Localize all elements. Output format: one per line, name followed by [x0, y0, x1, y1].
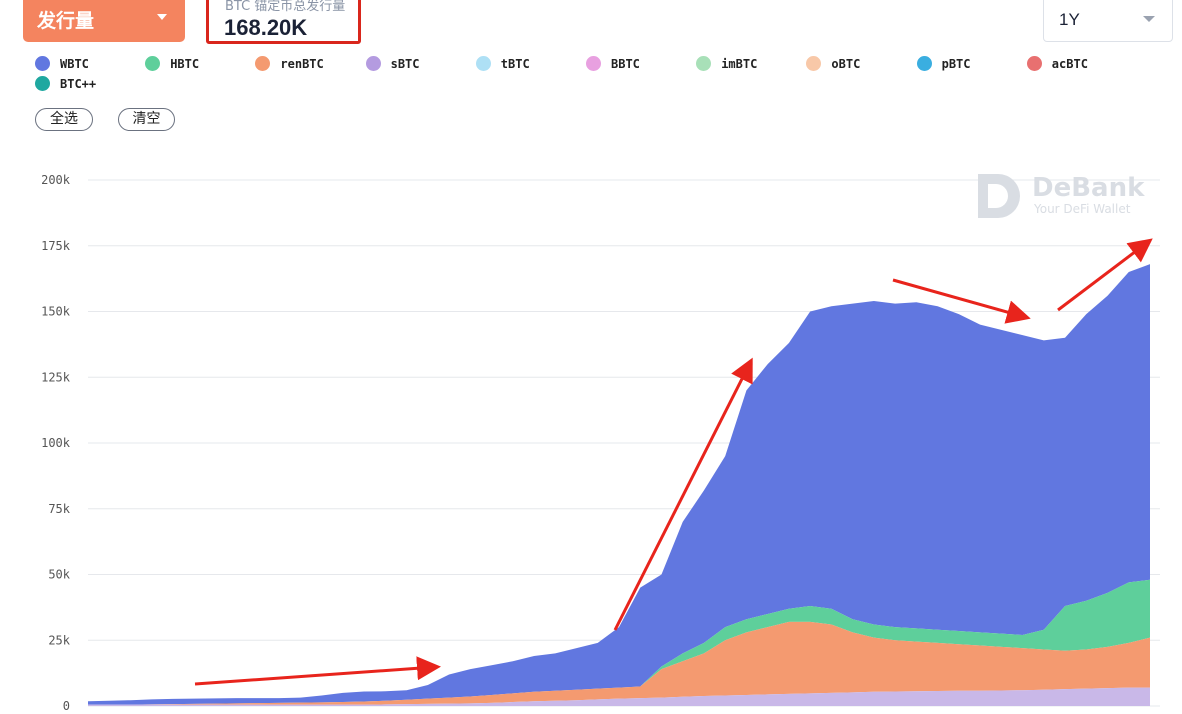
legend-label: HBTC	[170, 56, 200, 71]
legend-label: pBTC	[941, 56, 971, 71]
caret-down-icon	[157, 14, 167, 20]
y-tick-label: 100k	[41, 436, 71, 450]
legend-dot-icon	[475, 56, 491, 71]
y-tick-label: 25k	[48, 633, 70, 647]
annotation-arrow	[892, 278, 1031, 324]
legend-item-sbtc[interactable]: sBTC	[365, 56, 420, 71]
series-area-wbtc	[88, 264, 1150, 705]
legend-label: BTC++	[60, 76, 97, 91]
annotation-arrow	[194, 656, 441, 686]
series-area-hbtc	[88, 579, 1150, 705]
legend-dot-icon	[35, 56, 50, 71]
legend-dot-icon	[806, 56, 822, 71]
legend-dot-icon	[365, 56, 381, 71]
legend-dot-icon	[1026, 56, 1042, 71]
legend-item-hbtc[interactable]: HBTC	[145, 56, 199, 71]
select-all-button[interactable]: 全选	[35, 108, 93, 131]
legend-dot-icon	[586, 56, 601, 71]
metric-select-label: 发行量	[37, 10, 95, 32]
y-tick-label: 0	[63, 699, 70, 710]
stacked-area-chart: 0 25k 50k 75k 100k 125k 150k 175k 200k DeBankYour…	[41, 173, 1160, 713]
legend-item-wbtc[interactable]: WBTC	[35, 56, 89, 71]
annotation-arrow	[1057, 238, 1153, 312]
period-select[interactable]: 1Y	[1043, 0, 1173, 42]
legend-item-acbtc[interactable]: acBTC	[1026, 56, 1088, 71]
legend-item-bbtc[interactable]: BBTC	[586, 56, 640, 71]
period-select-value: 1Y	[1059, 10, 1080, 29]
legend-dot-icon	[35, 76, 50, 91]
legend-dot-icon	[916, 56, 932, 71]
legend-item-tbtc[interactable]: tBTC	[475, 56, 530, 71]
series-area-others	[88, 687, 1150, 706]
legend-label: sBTC	[390, 56, 420, 71]
legend-item-imbtc[interactable]: imBTC	[696, 56, 757, 71]
metric-select[interactable]: 发行量	[23, 0, 185, 42]
clear-button[interactable]: 清空	[118, 108, 175, 131]
legend-label: oBTC	[831, 56, 861, 71]
legend-item-btcplusplus[interactable]: BTC++	[35, 76, 96, 91]
legend-label: imBTC	[721, 56, 758, 71]
y-tick-label: 150k	[41, 305, 71, 319]
series-area-renbtc	[88, 621, 1150, 705]
y-tick-label: 200k	[41, 173, 71, 187]
watermark-subtitle: Your DeFi Wallet	[1033, 202, 1131, 216]
legend-label: tBTC	[500, 56, 530, 71]
annotation-arrow	[613, 357, 753, 631]
y-tick-label: 125k	[41, 370, 71, 384]
watermark-title: DeBank	[1032, 173, 1145, 203]
legend-label: WBTC	[60, 56, 89, 71]
legend-label: acBTC	[1051, 56, 1088, 71]
y-tick-label: 50k	[48, 568, 70, 582]
supply-chart: 0 25k 50k 75k 100k 125k 150k 175k 200k DeBank Your…	[0, 150, 1182, 713]
legend-dot-icon	[696, 56, 712, 71]
legend-label: renBTC	[280, 56, 324, 71]
total-supply-label: BTC 锚定币总发行量	[225, 0, 346, 14]
legend-item-renbtc[interactable]: renBTC	[255, 56, 324, 71]
y-tick-label: 75k	[48, 502, 70, 516]
legend-dot-icon	[145, 56, 161, 71]
caret-down-icon	[1143, 16, 1155, 22]
legend-dot-icon	[255, 56, 271, 71]
y-tick-label: 175k	[41, 239, 71, 253]
total-supply-value: 168.20K	[224, 15, 308, 40]
legend-item-pbtc[interactable]: pBTC	[916, 56, 971, 71]
debank-logo-icon	[978, 174, 1020, 218]
total-supply-box: BTC 锚定币总发行量 168.20K	[206, 0, 361, 44]
legend-item-obtc[interactable]: oBTC	[806, 56, 860, 71]
legend-label: BBTC	[611, 56, 640, 71]
